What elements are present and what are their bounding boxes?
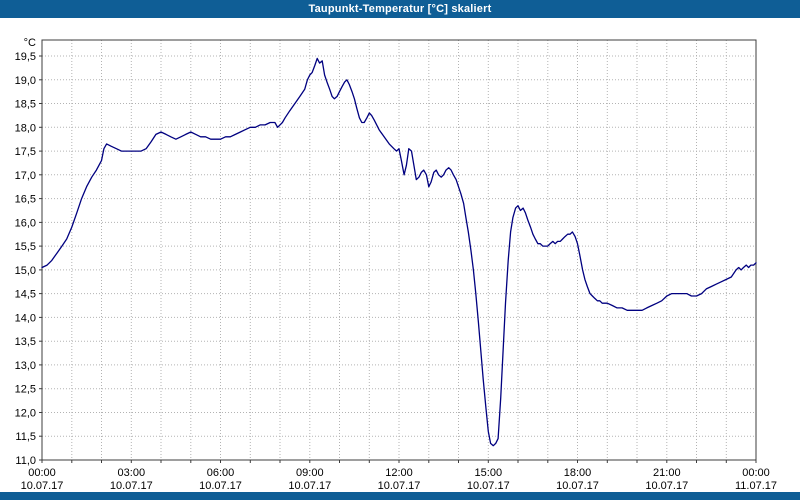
svg-text:13,0: 13,0 bbox=[15, 360, 36, 372]
svg-text:11,0: 11,0 bbox=[15, 455, 36, 467]
svg-text:00:00: 00:00 bbox=[742, 467, 770, 479]
svg-text:12,0: 12,0 bbox=[15, 408, 36, 420]
chart-title-bar: Taupunkt-Temperatur [°C] skaliert bbox=[0, 0, 800, 18]
svg-text:10.07.17: 10.07.17 bbox=[288, 480, 331, 492]
svg-text:10.07.17: 10.07.17 bbox=[21, 480, 64, 492]
svg-text:12,5: 12,5 bbox=[15, 384, 36, 396]
svg-text:11,5: 11,5 bbox=[15, 431, 36, 443]
svg-text:15,5: 15,5 bbox=[15, 241, 36, 253]
svg-text:10.07.17: 10.07.17 bbox=[199, 480, 242, 492]
svg-text:09:00: 09:00 bbox=[296, 467, 324, 479]
svg-text:10.07.17: 10.07.17 bbox=[556, 480, 599, 492]
chart-title: Taupunkt-Temperatur [°C] skaliert bbox=[308, 3, 492, 15]
svg-text:00:00: 00:00 bbox=[28, 467, 56, 479]
svg-text:13,5: 13,5 bbox=[15, 336, 36, 348]
svg-text:17,0: 17,0 bbox=[15, 170, 36, 182]
bottom-bar bbox=[0, 492, 800, 500]
svg-text:16,0: 16,0 bbox=[15, 217, 36, 229]
svg-text:12:00: 12:00 bbox=[385, 467, 413, 479]
svg-text:18:00: 18:00 bbox=[564, 467, 592, 479]
svg-text:14,0: 14,0 bbox=[15, 312, 36, 324]
svg-text:18,5: 18,5 bbox=[15, 99, 36, 111]
svg-text:10.07.17: 10.07.17 bbox=[110, 480, 153, 492]
svg-text:16,5: 16,5 bbox=[15, 194, 36, 206]
svg-text:10.07.17: 10.07.17 bbox=[645, 480, 688, 492]
svg-text:21:00: 21:00 bbox=[653, 467, 681, 479]
svg-text:14,5: 14,5 bbox=[15, 289, 36, 301]
svg-text:15,0: 15,0 bbox=[15, 265, 36, 277]
svg-text:19,0: 19,0 bbox=[15, 75, 36, 87]
chart-area: 19,5 19,0 18,5 18,0 17,5 17,0 16,5 16,0 15,5 15,0… bbox=[0, 18, 800, 492]
svg-text:15:00: 15:00 bbox=[475, 467, 503, 479]
svg-text:06:00: 06:00 bbox=[207, 467, 235, 479]
svg-text:11.07.17: 11.07.17 bbox=[735, 480, 777, 492]
svg-text:17,5: 17,5 bbox=[15, 146, 36, 158]
svg-text:18,0: 18,0 bbox=[15, 122, 36, 134]
svg-text:19,5: 19,5 bbox=[15, 51, 36, 63]
svg-text:03:00: 03:00 bbox=[118, 467, 146, 479]
svg-text:10.07.17: 10.07.17 bbox=[467, 480, 510, 492]
svg-text:10.07.17: 10.07.17 bbox=[378, 480, 421, 492]
svg-text:°C: °C bbox=[24, 37, 36, 49]
dewpoint-line-chart: 19,5 19,0 18,5 18,0 17,5 17,0 16,5 16,0 15,5 15,0… bbox=[15, 37, 777, 492]
